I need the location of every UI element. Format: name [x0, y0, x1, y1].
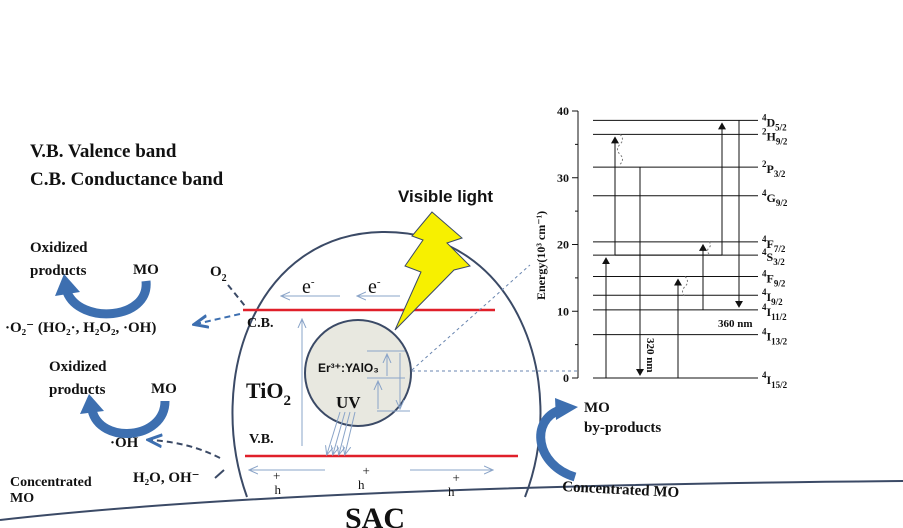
emission-360-label: 360 nm: [718, 318, 753, 330]
o2-dashed-line: [227, 284, 246, 307]
energy-level-label: 4F7/2: [762, 234, 786, 254]
upper-mo-cycle-arrow-icon: [62, 280, 151, 319]
svg-text:Oxidized: Oxidized: [30, 240, 88, 256]
svg-text:MO: MO: [151, 381, 177, 397]
energy-tick-label: 30: [557, 171, 569, 185]
svg-text:Oxidized: Oxidized: [49, 359, 107, 375]
energy-level-label: 4G9/2: [762, 188, 788, 208]
zoom-connector-1: [411, 264, 531, 371]
right-arrowhead-icon: [555, 398, 578, 420]
tio2-label: TiO2: [246, 378, 291, 409]
nonradiative-relaxation: [682, 276, 688, 297]
radicals-label: ·O₂⁻ (HO₂·, H₂O₂, ·OH): [5, 320, 156, 336]
upper-cycle-arrowhead-icon: [55, 274, 80, 296]
uv-emission-arrows: [327, 411, 356, 454]
svg-text:by-products: by-products: [584, 420, 661, 436]
hole-labels: h+ h+ h+: [273, 463, 460, 499]
h2o-label: H₂O, OH⁻: [133, 470, 200, 486]
sac-label: SAC: [345, 502, 405, 528]
energy-level-label: 4I11/2: [762, 302, 787, 322]
energy-axis-label: Energy(10³ cm⁻¹): [534, 211, 548, 300]
uv-label: UV: [336, 393, 361, 412]
energy-level-label: 2P3/2: [762, 159, 786, 179]
legend-conductance-band: C.B. Conductance band: [30, 169, 224, 190]
right-mo-arrow-icon: [536, 405, 577, 482]
svg-text:h+: h+: [273, 468, 282, 497]
energy-tick-label: 20: [557, 238, 569, 252]
svg-text:products: products: [49, 382, 106, 398]
oh-dashed-arrow: [150, 440, 221, 459]
visible-light-label: Visible light: [398, 187, 493, 206]
mini-energy-levels: [367, 350, 410, 412]
upper-reaction: Oxidized products MO O2 ·O₂⁻ (HO₂·, H₂O₂…: [5, 240, 227, 336]
svg-text:h+: h+: [358, 463, 370, 492]
o2-label: O2: [210, 264, 227, 284]
er-yalo3-particle: [304, 319, 412, 427]
lower-mo-cycle-arrow-icon: [87, 400, 170, 438]
energy-tick-label: 0: [563, 371, 569, 385]
vb-label: V.B.: [249, 432, 274, 447]
h2o-connector: [214, 469, 225, 479]
svg-text:MO: MO: [10, 491, 34, 506]
energy-tick-label: 10: [557, 304, 569, 318]
electron-label-1: e-: [302, 276, 315, 298]
cb-label: C.B.: [247, 316, 273, 331]
energy-level-label: 4D5/2: [762, 112, 787, 132]
tio2-particle-outline: [231, 230, 542, 498]
energy-level-label: 4S3/2: [762, 247, 785, 267]
sac-surface: [0, 480, 903, 521]
energy-level-label: 4F9/2: [762, 269, 786, 289]
nonradiative-relaxation: [617, 134, 623, 165]
right-labels: MO by-products Concentrated MO: [562, 400, 680, 501]
nonradiative-relaxation: [707, 241, 711, 255]
electron-label-2: e-: [368, 276, 381, 298]
svg-text:h+: h+: [448, 470, 460, 499]
oh-label: ·OH: [110, 435, 139, 451]
svg-text:MO: MO: [584, 400, 610, 416]
svg-text:products: products: [30, 263, 87, 279]
legend-valence-band: V.B. Valence band: [30, 141, 177, 162]
energy-level-label: 4I9/2: [762, 287, 783, 307]
energy-level-label: 2H9/2: [762, 126, 788, 146]
svg-text:MO: MO: [133, 262, 159, 278]
energy-level-label: 4I13/2: [762, 327, 788, 347]
radical-dashed-arrow: [196, 313, 241, 324]
energy-level-label: 4I15/2: [762, 370, 788, 390]
lower-cycle-arrowhead-icon: [80, 394, 104, 414]
svg-text:Concentrated MO: Concentrated MO: [562, 479, 680, 501]
emission-320-label: 320 nm: [644, 338, 656, 373]
lower-reaction: Oxidized products MO ·OH H₂O, OH⁻ Concen…: [10, 359, 200, 506]
er-yalo3-label: Er³⁺:YAlO₃: [318, 361, 379, 375]
energy-tick-label: 40: [557, 104, 569, 118]
svg-text:Concentrated: Concentrated: [10, 475, 92, 490]
visible-light-bolt-icon: [394, 211, 471, 331]
